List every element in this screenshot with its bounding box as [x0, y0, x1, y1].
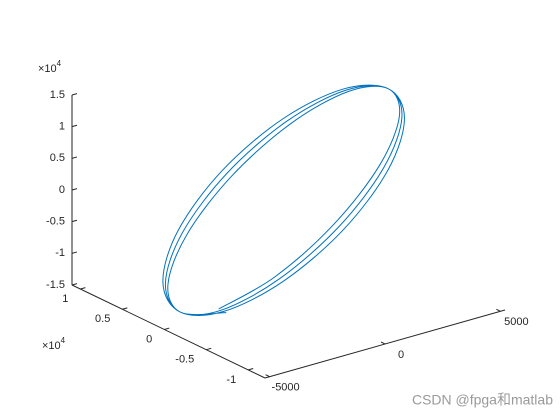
y-tick: [206, 347, 212, 351]
x-tick-label: -5000: [272, 382, 300, 394]
y-multiplier-power: 4: [61, 336, 66, 345]
y-tick: [80, 287, 86, 290]
z-tick: [71, 156, 78, 159]
z-tick-label: -1: [55, 247, 65, 259]
z-multiplier: ×104: [38, 59, 62, 75]
z-multiplier-power: 4: [57, 59, 62, 68]
y-tick-label: 0.5: [95, 313, 110, 325]
z-tick-label: -1.5: [46, 279, 65, 291]
x-tick: [265, 374, 270, 378]
y-multiplier: ×104: [42, 336, 66, 352]
z-tick: [71, 251, 78, 254]
x-tick: [380, 341, 386, 345]
z-tick-label: 1: [59, 121, 65, 133]
z-tick: [71, 124, 78, 128]
y-tick-label: -1: [226, 374, 236, 386]
y-tick-label: -0.5: [175, 354, 194, 366]
z-tick-label: 1.5: [50, 89, 65, 101]
z-multiplier-base: ×10: [38, 63, 57, 75]
z-tick: [71, 219, 78, 223]
watermark: CSDN @fpga和matlab: [412, 392, 553, 408]
y-tick: [248, 368, 254, 371]
y-axis: [71, 284, 266, 379]
z-tick: [71, 283, 78, 286]
x-tick-label: 0: [398, 349, 404, 361]
y-tick: [122, 307, 128, 310]
y-tick: [164, 327, 170, 330]
y-tick-label: 1: [62, 293, 68, 305]
x-tick-label: 5000: [504, 316, 528, 328]
z-tick: [71, 93, 78, 96]
z-tick-label: 0: [59, 184, 65, 196]
z-tick-label: 0.5: [50, 152, 65, 164]
curve: [162, 84, 405, 317]
x-tick: [496, 308, 501, 312]
z-tick: [71, 188, 78, 191]
y-multiplier-base: ×10: [42, 340, 61, 352]
z-tick-label: -0.5: [46, 216, 65, 228]
y-tick-label: 0: [146, 333, 152, 345]
